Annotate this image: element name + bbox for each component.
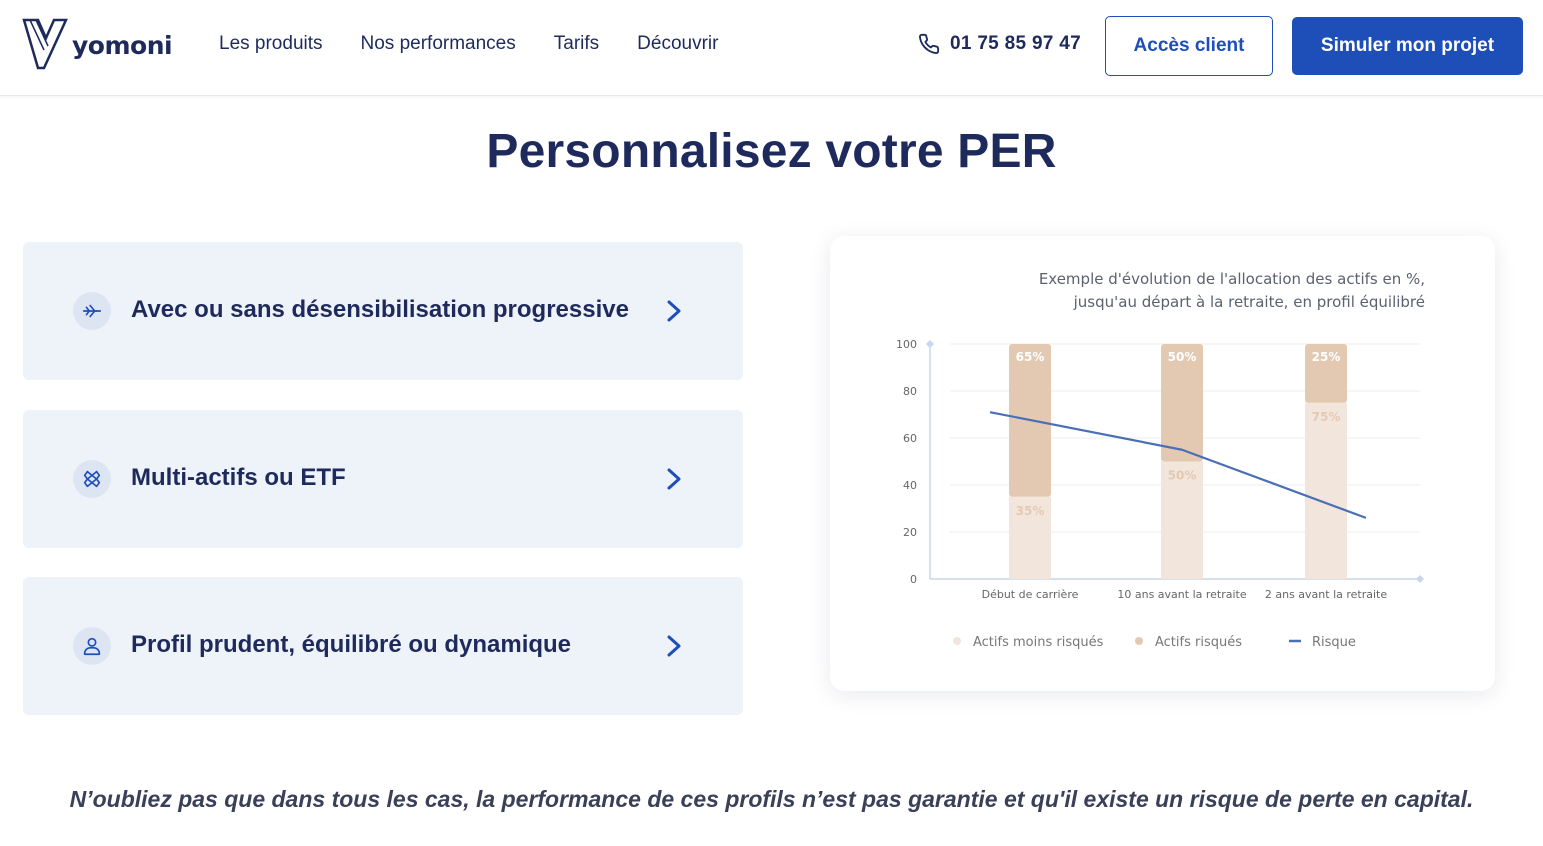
data-label-risky: 50% [1168,350,1197,364]
chart-title-line: jusqu'au départ à la retraite, en profil… [1073,293,1425,311]
data-label-risky: 25% [1312,350,1341,364]
plane-icon [73,292,111,330]
layers-icon [73,460,111,498]
bar-risky [1161,344,1203,462]
logo-text: yomoni [72,30,173,60]
card-label: Multi-actifs ou ETF [131,464,346,491]
chevron-right-icon [667,635,681,657]
card-desensibilisation[interactable]: Avec ou sans désensibilisation progressi… [23,242,743,380]
logo-y-icon [22,18,68,70]
data-label-less-risky: 35% [1016,504,1045,518]
allocation-chart: 0 20 40 60 80 100 65% 35% Début de carrière 50% 50… [896,338,1424,650]
site-header: yomoni Les produits Nos performances Tar… [0,0,1543,96]
x-category-label: Début de carrière [982,588,1079,601]
data-label-risky: 65% [1016,350,1045,364]
phone-number: 01 75 85 97 47 [950,33,1081,54]
y-tick-label: 20 [903,526,917,539]
card-profil[interactable]: Profil prudent, équilibré ou dynamique [23,577,743,715]
chevron-right-icon [667,300,681,322]
bar-risky [1305,344,1347,403]
client-access-button[interactable]: Accès client [1105,16,1273,76]
phone-icon [919,33,940,54]
card-label: Avec ou sans désensibilisation progressi… [131,296,629,323]
card-multi-actifs[interactable]: Multi-actifs ou ETF [23,410,743,548]
data-label-less-risky: 75% [1312,410,1341,424]
main-nav: Les produits Nos performances Tarifs Déc… [219,33,718,55]
allocation-chart-card: Exemple d'évolution de l'allocation des … [830,236,1495,691]
simulate-project-button[interactable]: Simuler mon projet [1292,17,1523,75]
chart-title-line: Exemple d'évolution de l'allocation des … [1038,270,1425,288]
nav-item-decouvrir[interactable]: Découvrir [637,33,719,54]
bar-less-risky [1009,496,1051,579]
risk-line [989,411,1367,519]
y-tick-label: 60 [903,432,917,445]
risk-disclaimer: N’oubliez pas que dans tous les cas, la … [69,786,1474,812]
y-tick-label: 100 [896,338,917,351]
x-category-label: 10 ans avant la retraite [1117,588,1246,601]
x-category-label: 2 ans avant la retraite [1265,588,1387,601]
y-tick-label: 40 [903,479,917,492]
chevron-right-icon [667,468,681,490]
y-axis-arrow [926,340,934,348]
user-icon [73,627,111,665]
bar-less-risky [1305,402,1347,579]
legend-risk-label: Risque [1312,635,1356,650]
bar-less-risky [1161,461,1203,579]
legend-risky-label: Actifs risqués [1155,635,1242,650]
logo[interactable]: yomoni [22,16,173,74]
nav-item-performances[interactable]: Nos performances [360,33,516,54]
x-axis-arrow [1416,575,1424,583]
page-title: Personnalisez votre PER [486,125,1057,178]
y-tick-label: 0 [910,573,917,586]
nav-item-tarifs[interactable]: Tarifs [553,33,600,54]
card-label: Profil prudent, équilibré ou dynamique [131,631,572,658]
legend-less-risky-label: Actifs moins risqués [973,635,1104,650]
phone-link[interactable]: 01 75 85 97 47 [918,33,1081,55]
chart-title: Exemple d'évolution de l'allocation des … [1039,268,1425,314]
y-tick-label: 80 [903,385,917,398]
legend-less-risky-marker [953,637,961,645]
nav-item-produits[interactable]: Les produits [219,33,323,54]
legend-risky-marker [1135,637,1143,645]
data-label-less-risky: 50% [1168,469,1197,483]
